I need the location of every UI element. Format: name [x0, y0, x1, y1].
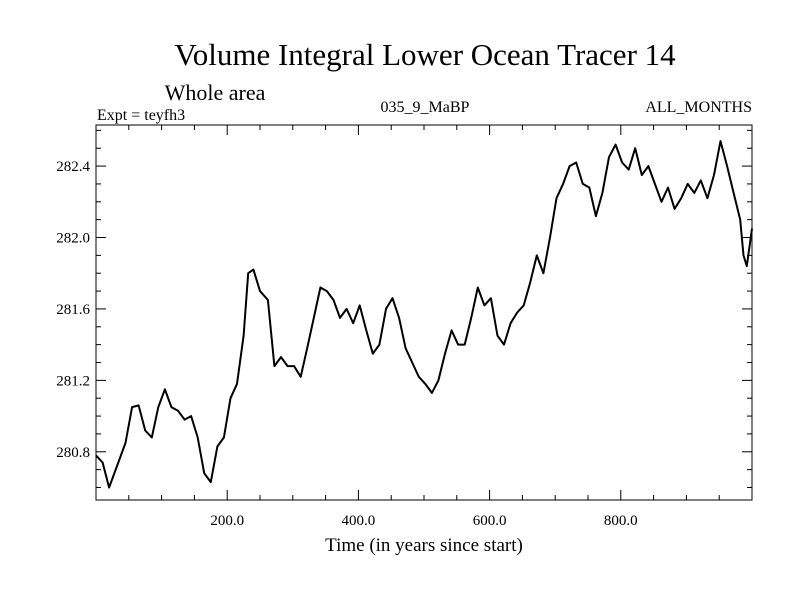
x-tick-label: 200.0 [210, 513, 244, 529]
months-label: ALL_MONTHS [645, 99, 752, 116]
y-tick-label: 282.4 [56, 159, 90, 175]
y-tick-label: 281.2 [56, 373, 90, 389]
y-tick-label: 282.0 [56, 231, 90, 247]
y-tick-label: 281.6 [56, 302, 90, 318]
x-tick-label: 800.0 [604, 513, 638, 529]
expt-label: Expt = teyfh3 [97, 107, 185, 124]
run-label: 035_9_MaBP [381, 99, 470, 116]
y-tick-label: 280.8 [56, 445, 90, 461]
chart-title: Volume Integral Lower Ocean Tracer 14 [174, 37, 676, 72]
series-layer [95, 140, 753, 489]
chart-subtitle: Whole area [165, 80, 266, 105]
series-line [95, 140, 753, 489]
plot-frame [95, 124, 753, 501]
x-tick-label: 600.0 [473, 513, 507, 529]
axes: 200.0 400.0 600.0 800.0 280.8 281.2 281.6 282.0… [56, 125, 752, 529]
x-axis-label: Time (in years since start) [325, 535, 523, 556]
x-tick-label: 400.0 [342, 513, 376, 529]
